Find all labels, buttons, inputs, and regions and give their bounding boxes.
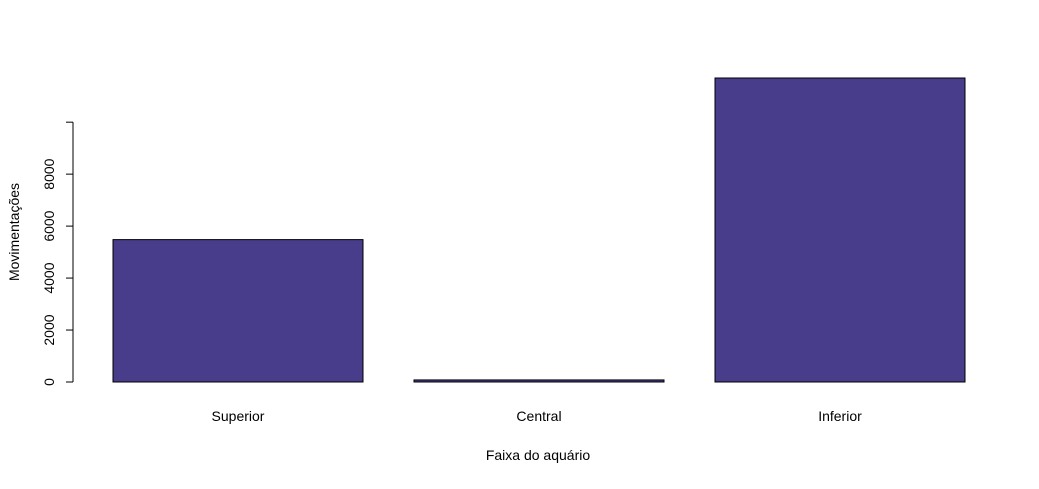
y-axis-title: Movimentações xyxy=(6,183,22,281)
x-tick-label: Central xyxy=(516,408,561,424)
x-tick-label: Superior xyxy=(212,408,265,424)
y-ticks: 0 2000 4000 6000 8000 xyxy=(41,121,73,386)
x-tick-label: Inferior xyxy=(818,408,862,424)
y-tick-label: 6000 xyxy=(41,210,57,241)
bars-group xyxy=(112,77,966,383)
y-tick-label: 2000 xyxy=(41,314,57,345)
bar-inferior xyxy=(714,77,966,383)
x-tick-labels: Superior Central Inferior xyxy=(212,408,863,424)
y-tick-label: 4000 xyxy=(41,262,57,293)
y-axis: 0 2000 4000 6000 8000 xyxy=(41,121,74,386)
y-tick-label: 0 xyxy=(41,378,57,386)
x-axis-title: Faixa do aquário xyxy=(486,447,591,463)
bar-superior xyxy=(112,239,364,383)
bar-central xyxy=(413,379,665,383)
y-tick-label: 8000 xyxy=(41,158,57,189)
